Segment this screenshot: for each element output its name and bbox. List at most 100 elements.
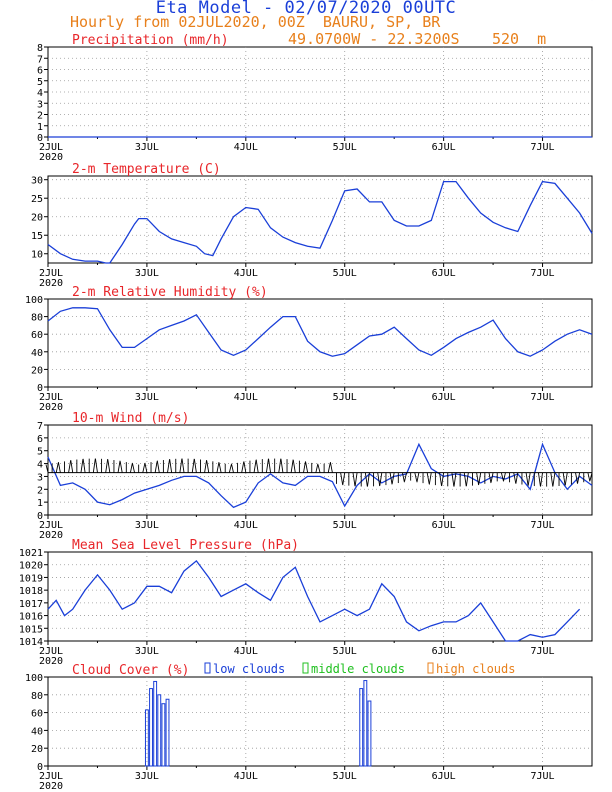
panel-2: 0 20 40 60 80 100 2JUL 3JUL 4JUL 5JUL 6JUL 7JUL 2020… bbox=[25, 285, 593, 413]
xtick-label: 4JUL bbox=[234, 142, 258, 153]
ytick-label: 60 bbox=[31, 330, 43, 341]
legend-label: middle clouds bbox=[311, 662, 405, 676]
xtick-label: 5JUL bbox=[333, 142, 357, 153]
panel-title: 10-m Wind (m/s) bbox=[72, 411, 189, 426]
panel-title: 2-m Relative Humidity (%) bbox=[72, 285, 268, 300]
wind-arrow bbox=[204, 459, 208, 473]
ytick-label: 4 bbox=[37, 88, 43, 99]
ytick-label: 1 bbox=[37, 498, 43, 509]
wind-arrow bbox=[68, 460, 72, 473]
ytick-label: 3 bbox=[37, 99, 43, 110]
wind-arrow bbox=[391, 472, 395, 484]
ytick-label: 30 bbox=[31, 176, 43, 187]
xtick-label: 4JUL bbox=[234, 268, 258, 279]
ytick-label: 60 bbox=[31, 709, 43, 720]
wind-arrow bbox=[404, 472, 407, 482]
wind-arrow bbox=[117, 460, 121, 473]
xtick-label: 7JUL bbox=[530, 646, 554, 657]
cloud-bar bbox=[153, 680, 158, 767]
wind-arrow bbox=[303, 461, 306, 473]
legend-swatch bbox=[427, 662, 434, 674]
ytick-label: 80 bbox=[31, 313, 43, 324]
wind-arrow bbox=[55, 462, 59, 473]
wind-arrow bbox=[243, 461, 247, 473]
wind-arrow bbox=[105, 459, 109, 473]
xtick-year: 2020 bbox=[39, 152, 63, 163]
wind-arrow bbox=[80, 459, 84, 473]
cloud-bar bbox=[367, 700, 372, 767]
ytick-label: 7 bbox=[37, 421, 43, 432]
wind-arrow bbox=[340, 472, 344, 485]
xtick-year: 2020 bbox=[39, 278, 63, 289]
wind-arrow bbox=[463, 472, 467, 487]
wind-arrow bbox=[218, 462, 222, 473]
wind-arrow bbox=[364, 472, 368, 487]
chart-title: Eta Model - 02/07/2020 00UTC bbox=[155, 0, 457, 18]
xtick-label: 7JUL bbox=[530, 392, 554, 403]
panel-title: Cloud Cover (%) bbox=[72, 663, 189, 678]
wind-arrow bbox=[290, 459, 294, 473]
series-line bbox=[47, 442, 593, 509]
wind-arrow bbox=[179, 458, 183, 473]
panel-1: 10 15 20 25 30 2JUL 3JUL 4JUL 5JUL 6JUL 7JUL 2020 2-… bbox=[31, 162, 593, 289]
wind-arrow bbox=[45, 464, 49, 473]
xtick-label: 3JUL bbox=[135, 268, 159, 279]
ytick-label: 10 bbox=[31, 250, 43, 261]
ytick-label: 5 bbox=[37, 77, 43, 88]
wind-arrow bbox=[589, 472, 593, 481]
ytick-label: 1018 bbox=[19, 586, 43, 597]
xtick-label: 7JUL bbox=[530, 268, 554, 279]
wind-arrow bbox=[167, 459, 170, 473]
wind-arrow bbox=[577, 472, 581, 484]
ytick-label: 20 bbox=[31, 365, 43, 376]
wind-arrow bbox=[92, 458, 96, 473]
wind-arrow bbox=[132, 463, 135, 473]
xtick-label: 6JUL bbox=[432, 646, 456, 657]
ytick-label: 0 bbox=[37, 133, 43, 144]
cloud-bar bbox=[363, 680, 368, 767]
xtick-label: 3JUL bbox=[135, 771, 159, 782]
plot-frame bbox=[47, 298, 593, 388]
wind-arrow bbox=[70, 459, 74, 473]
wind-arrow bbox=[82, 458, 86, 473]
xtick-label: 5JUL bbox=[333, 771, 357, 782]
ytick-label: 15 bbox=[31, 231, 43, 242]
ytick-label: 1019 bbox=[19, 573, 43, 584]
wind-arrow bbox=[527, 472, 531, 486]
wind-arrow bbox=[441, 472, 445, 487]
wind-arrow bbox=[537, 472, 541, 487]
wind-arrow bbox=[228, 464, 232, 473]
xtick-label: 5JUL bbox=[333, 520, 357, 531]
wind-arrow bbox=[278, 458, 282, 473]
ytick-label: 1020 bbox=[19, 561, 43, 572]
xtick-label: 2JUL bbox=[39, 268, 63, 279]
xtick-label: 3JUL bbox=[135, 520, 159, 531]
xtick-label: 7JUL bbox=[530, 771, 554, 782]
ytick-label: 7 bbox=[37, 54, 43, 65]
ytick-label: 4 bbox=[37, 460, 43, 471]
xtick-label: 4JUL bbox=[234, 771, 258, 782]
wind-arrow bbox=[57, 461, 61, 473]
wind-arrow bbox=[129, 462, 133, 473]
wind-arrow bbox=[562, 472, 566, 486]
panel-title: Mean Sea Level Pressure (hPa) bbox=[72, 538, 299, 553]
ytick-label: 40 bbox=[31, 726, 43, 737]
cloud-bar bbox=[149, 688, 153, 767]
wind-arrow bbox=[490, 472, 494, 483]
wind-arrow bbox=[451, 472, 455, 487]
wind-arrow bbox=[181, 458, 185, 473]
wind-arrow bbox=[575, 472, 578, 484]
ytick-label: 25 bbox=[31, 194, 43, 205]
ytick-label: 40 bbox=[31, 348, 43, 359]
xtick-label: 5JUL bbox=[333, 646, 357, 657]
cloud-bar bbox=[161, 703, 166, 767]
legend-swatch bbox=[302, 662, 309, 674]
wind-arrow bbox=[315, 463, 319, 473]
xtick-year: 2020 bbox=[39, 530, 63, 541]
wind-arrow bbox=[550, 472, 554, 487]
ytick-label: 1 bbox=[37, 122, 43, 133]
wind-arrow bbox=[428, 472, 432, 485]
ytick-label: 0 bbox=[37, 511, 43, 522]
